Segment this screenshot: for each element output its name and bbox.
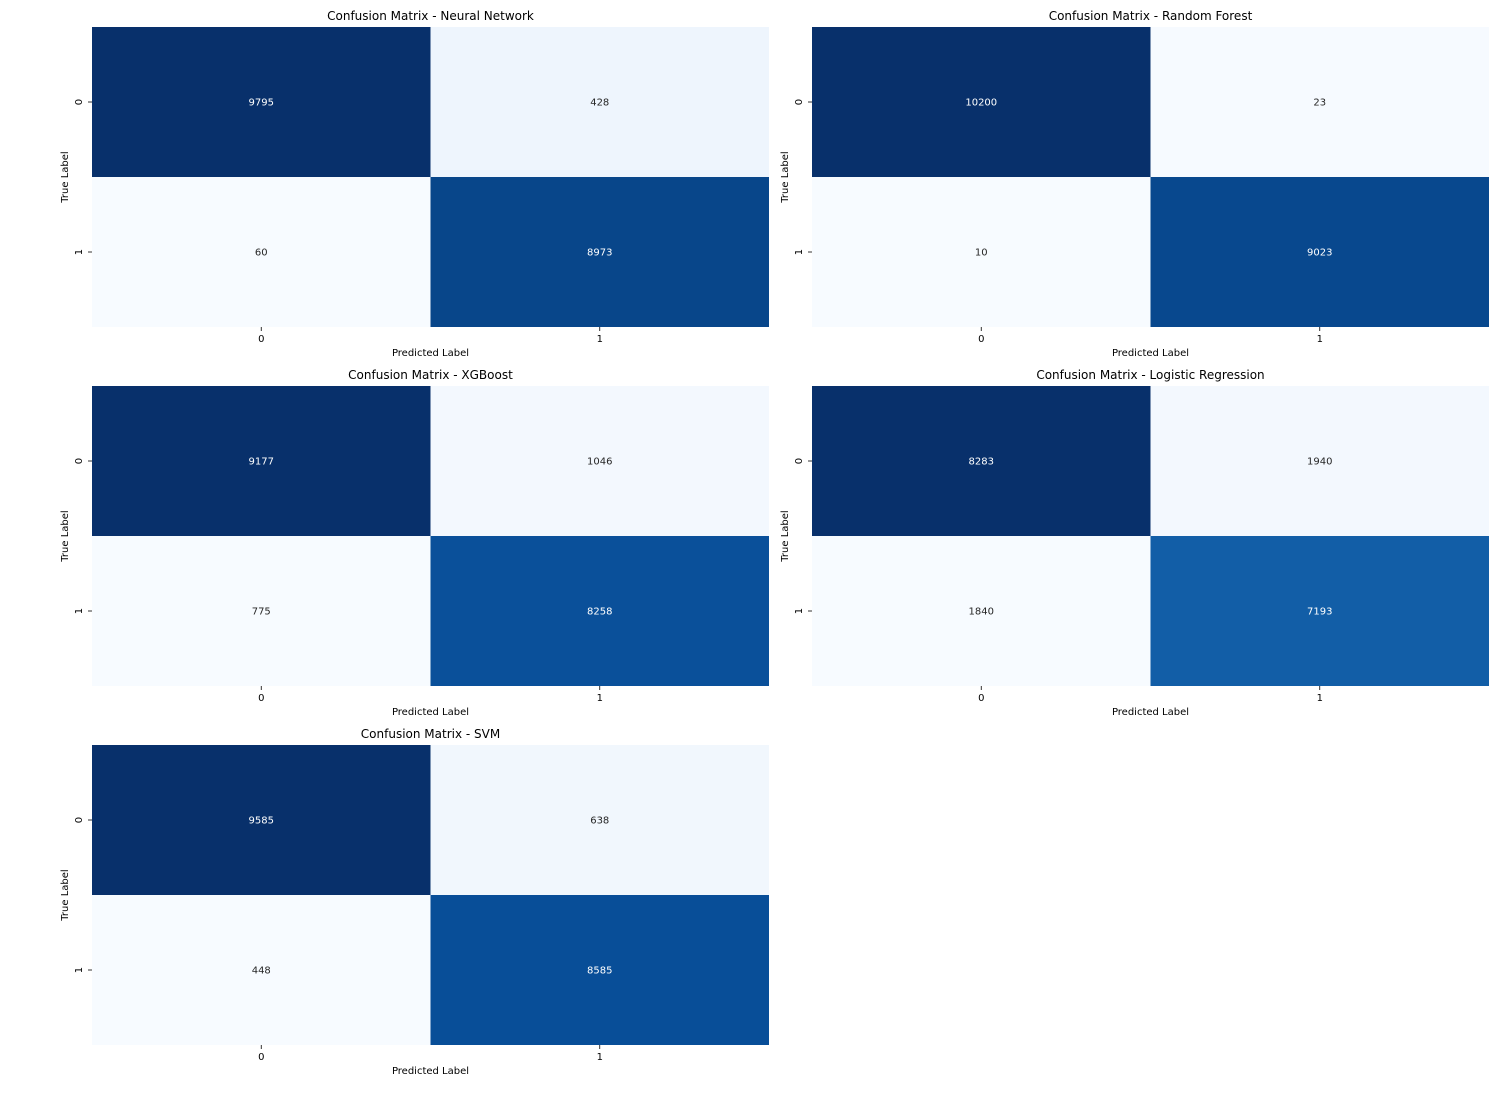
confusion-matrix-panel: Confusion Matrix - SVM 9585 638 448 8585 0 1 0 1… xyxy=(60,727,769,1077)
confusion-matrix-panel: Confusion Matrix - XGBoost 9177 1046 775 825… xyxy=(60,368,769,718)
cell-value-label: 8973 xyxy=(587,248,612,259)
chart-title: Confusion Matrix - Random Forest xyxy=(1049,9,1253,23)
x-axis-label: Predicted Label xyxy=(1112,707,1189,718)
heatmap-cell xyxy=(92,536,431,686)
confusion-matrix-panel: Confusion Matrix - Neural Network 9795 428… xyxy=(60,9,769,359)
cell-value-label: 9795 xyxy=(249,98,274,109)
cell-value-label: 10 xyxy=(975,248,988,259)
heatmap-cell xyxy=(812,386,1151,536)
cell-value-label: 9177 xyxy=(249,457,274,468)
cell-value-label: 9585 xyxy=(249,816,274,827)
x-axis-label: Predicted Label xyxy=(392,707,469,718)
x-tick-label: 1 xyxy=(1317,334,1323,345)
chart-title: Confusion Matrix - Logistic Regression xyxy=(1036,368,1264,382)
y-tick-label: 1 xyxy=(794,249,805,255)
y-tick-label: 1 xyxy=(74,608,85,614)
y-tick-label: 1 xyxy=(74,967,85,973)
heatmap-cell xyxy=(1150,386,1489,536)
heatmap-cell xyxy=(430,536,769,686)
y-axis-label: True Label xyxy=(780,510,791,562)
cell-value-label: 8283 xyxy=(969,457,994,468)
heatmap-cell xyxy=(430,27,769,177)
x-tick-label: 1 xyxy=(597,334,603,345)
cell-value-label: 10200 xyxy=(965,98,997,109)
y-axis-label: True Label xyxy=(60,869,71,921)
confusion-matrix-panel: Confusion Matrix - Random Forest 10200 23 1… xyxy=(780,9,1489,359)
heatmap-cell xyxy=(430,386,769,536)
x-tick-label: 1 xyxy=(597,693,603,704)
cell-value-label: 9023 xyxy=(1307,248,1332,259)
x-tick-label: 1 xyxy=(1317,693,1323,704)
heatmap-cell xyxy=(92,745,431,895)
y-axis-label: True Label xyxy=(60,151,71,203)
cell-value-label: 1940 xyxy=(1307,457,1332,468)
y-tick-label: 0 xyxy=(74,99,85,105)
heatmap-cell xyxy=(812,27,1151,177)
cell-value-label: 8258 xyxy=(587,607,612,618)
cell-value-label: 448 xyxy=(252,966,271,977)
cell-value-label: 1046 xyxy=(587,457,612,468)
y-axis-label: True Label xyxy=(780,151,791,203)
y-tick-label: 0 xyxy=(794,458,805,464)
y-tick-label: 0 xyxy=(74,817,85,823)
heatmap-cell xyxy=(92,895,431,1045)
x-tick-label: 0 xyxy=(258,1052,264,1063)
chart-title: Confusion Matrix - SVM xyxy=(361,727,500,741)
heatmap-cell xyxy=(430,177,769,327)
heatmap-cell xyxy=(1150,536,1489,686)
heatmap-cell xyxy=(92,177,431,327)
x-axis-label: Predicted Label xyxy=(1112,348,1189,359)
cell-value-label: 638 xyxy=(590,816,609,827)
heatmap-cell xyxy=(92,386,431,536)
heatmap-cell xyxy=(92,27,431,177)
x-axis-label: Predicted Label xyxy=(392,348,469,359)
cell-value-label: 428 xyxy=(590,98,609,109)
heatmap-cell xyxy=(1150,177,1489,327)
y-axis-label: True Label xyxy=(60,510,71,562)
x-tick-label: 0 xyxy=(258,693,264,704)
heatmap-cell xyxy=(812,536,1151,686)
x-tick-label: 0 xyxy=(978,334,984,345)
y-tick-label: 1 xyxy=(74,249,85,255)
confusion-matrix-panel: Confusion Matrix - Logistic Regression 82… xyxy=(780,368,1489,718)
cell-value-label: 7193 xyxy=(1307,607,1332,618)
heatmap-cell xyxy=(430,745,769,895)
y-tick-label: 0 xyxy=(74,458,85,464)
heatmap-cell xyxy=(430,895,769,1045)
y-tick-label: 1 xyxy=(794,608,805,614)
x-axis-label: Predicted Label xyxy=(392,1066,469,1077)
heatmap-cell xyxy=(812,177,1151,327)
cell-value-label: 60 xyxy=(255,248,268,259)
heatmap-cell xyxy=(1150,27,1489,177)
cell-value-label: 8585 xyxy=(587,966,612,977)
chart-title: Confusion Matrix - Neural Network xyxy=(327,9,534,23)
cell-value-label: 23 xyxy=(1313,98,1326,109)
cell-value-label: 1840 xyxy=(969,607,994,618)
x-tick-label: 0 xyxy=(258,334,264,345)
chart-title: Confusion Matrix - XGBoost xyxy=(348,368,513,382)
x-tick-label: 1 xyxy=(597,1052,603,1063)
y-tick-label: 0 xyxy=(794,99,805,105)
cell-value-label: 775 xyxy=(252,607,271,618)
x-tick-label: 0 xyxy=(978,693,984,704)
